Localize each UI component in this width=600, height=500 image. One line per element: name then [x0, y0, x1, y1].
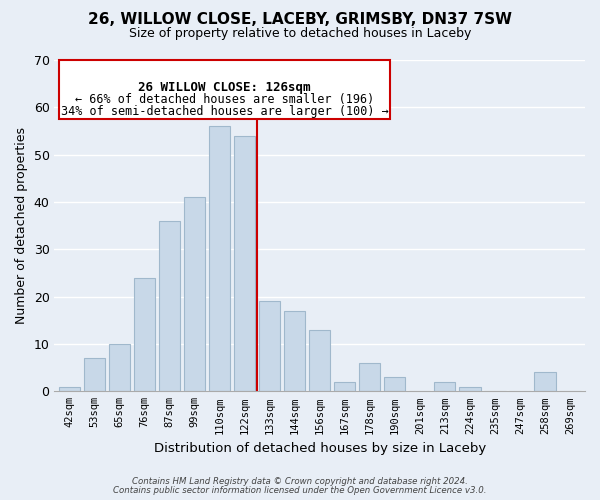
Bar: [134, 278, 155, 392]
Bar: [159, 221, 180, 392]
Text: 26 WILLOW CLOSE: 126sqm: 26 WILLOW CLOSE: 126sqm: [139, 82, 311, 94]
Bar: [184, 198, 205, 392]
Text: ← 66% of detached houses are smaller (196): ← 66% of detached houses are smaller (19…: [75, 93, 374, 106]
Text: Contains HM Land Registry data © Crown copyright and database right 2024.: Contains HM Land Registry data © Crown c…: [132, 477, 468, 486]
Bar: [309, 330, 331, 392]
Bar: [109, 344, 130, 392]
Bar: [459, 386, 481, 392]
Bar: [434, 382, 455, 392]
Bar: [59, 386, 80, 392]
Text: Contains public sector information licensed under the Open Government Licence v3: Contains public sector information licen…: [113, 486, 487, 495]
Bar: [334, 382, 355, 392]
Bar: [535, 372, 556, 392]
FancyBboxPatch shape: [59, 60, 390, 119]
Bar: [84, 358, 105, 392]
Bar: [234, 136, 255, 392]
Bar: [209, 126, 230, 392]
Bar: [259, 302, 280, 392]
Bar: [384, 377, 406, 392]
Text: Size of property relative to detached houses in Laceby: Size of property relative to detached ho…: [129, 28, 471, 40]
Bar: [284, 311, 305, 392]
Y-axis label: Number of detached properties: Number of detached properties: [15, 127, 28, 324]
Text: 34% of semi-detached houses are larger (100) →: 34% of semi-detached houses are larger (…: [61, 105, 388, 118]
Text: 26, WILLOW CLOSE, LACEBY, GRIMSBY, DN37 7SW: 26, WILLOW CLOSE, LACEBY, GRIMSBY, DN37 …: [88, 12, 512, 28]
X-axis label: Distribution of detached houses by size in Laceby: Distribution of detached houses by size …: [154, 442, 486, 455]
Bar: [359, 363, 380, 392]
